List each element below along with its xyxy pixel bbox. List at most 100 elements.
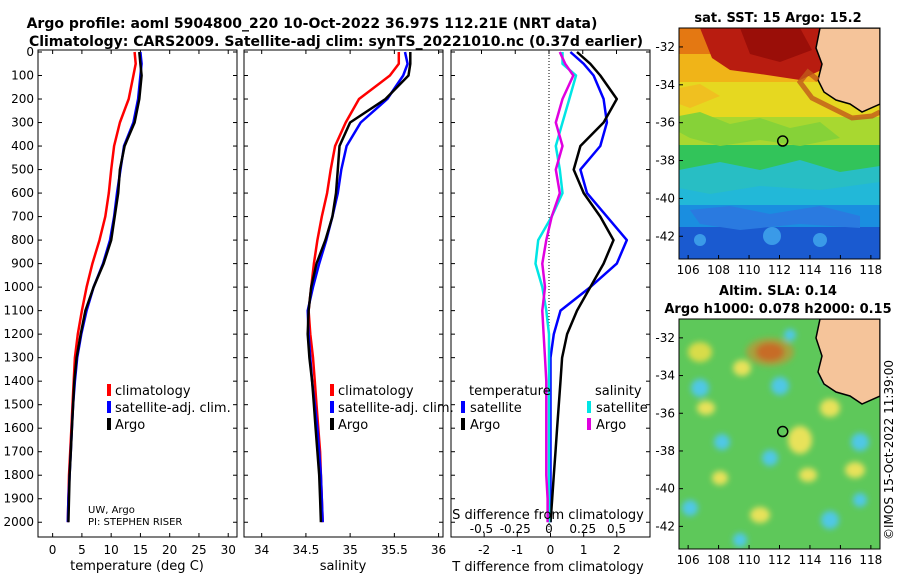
lat-tick-label: -34 (655, 369, 675, 383)
x-tick-label: 20 (162, 543, 177, 557)
figure-title-line2: Climatology: CARS2009. Satellite-adj cli… (29, 34, 643, 50)
x-tick-label: 36 (431, 543, 446, 557)
legend-label: satellite (596, 401, 648, 416)
argo-position-marker (776, 425, 789, 438)
x-tick-label: 15 (133, 543, 148, 557)
depth-tick-label: 1600 (3, 421, 34, 435)
depth-tick-label: 1100 (3, 304, 34, 318)
series-line-climatology (307, 52, 401, 523)
x-tick-label: 34.5 (293, 543, 320, 557)
lon-tick-label: 110 (738, 263, 761, 277)
salinity-panel: 34 34.5 35 35.5 36 climatology satellite-adj. … (254, 50, 454, 557)
temperature-xlabel: temperature (deg C) (70, 559, 204, 574)
lat-tick-label: -36 (655, 406, 675, 420)
s-tick-label: 0.5 (607, 522, 626, 536)
series-line-t-argo (549, 51, 619, 523)
lat-tick-label: -38 (655, 444, 675, 458)
x-tick-label: 35.5 (381, 543, 408, 557)
legend-label: climatology (115, 384, 191, 399)
series-line-climatology (66, 51, 137, 523)
series-line-satellite-adj-clim- (66, 51, 143, 523)
s-tick-label: -0.5 (470, 522, 493, 536)
legend-label: Argo (470, 418, 500, 433)
lon-tick-label: 112 (768, 553, 791, 567)
depth-tick-label: 600 (11, 186, 34, 200)
sst-map-axes: 106 108 110 112 114 116 118 -32 -34 -36 -38 -40 -42 (655, 40, 882, 277)
salinity-xlabel: salinity (320, 559, 367, 574)
depth-tick-label: 900 (11, 257, 34, 271)
x-tick-label: 2 (613, 543, 621, 557)
legend-swatch (107, 418, 111, 430)
temperature-panel: 0 5 10 15 20 25 30 climatology satellite-adj. cl… (49, 50, 236, 557)
legend-label: satellite-adj. clim. (338, 401, 454, 416)
lat-tick-label: -42 (655, 519, 675, 533)
depth-tick-label: 700 (11, 210, 34, 224)
legend-swatch (461, 418, 465, 430)
series-line-argo (306, 52, 412, 523)
lon-tick-label: 114 (799, 553, 822, 567)
lon-tick-label: 116 (829, 553, 852, 567)
x-tick-label: -1 (511, 543, 523, 557)
x-tick-label: 0 (49, 543, 57, 557)
legend-label: Argo (115, 418, 145, 433)
depth-tick-label: 0 (26, 45, 34, 59)
depth-tick-label: 200 (11, 92, 34, 106)
legend-swatch (587, 418, 591, 430)
depth-tick-label: 1800 (3, 468, 34, 482)
lon-tick-label: 106 (677, 553, 700, 567)
lon-tick-label: 116 (829, 263, 852, 277)
x-tick-label: 10 (104, 543, 119, 557)
lon-tick-label: 118 (859, 263, 882, 277)
depth-tick-label: 800 (11, 233, 34, 247)
argo-position-marker (776, 135, 789, 147)
x-tick-label: 34 (254, 543, 269, 557)
credit-line1: UW, Argo (88, 505, 135, 516)
depth-tick-label: 500 (11, 163, 34, 177)
depth-tick-label: 1400 (3, 374, 34, 388)
depth-axis: 0 100 200 300 400 500 600 700 800 900 1000 1100 1200… (3, 45, 650, 529)
series-line-argo (67, 51, 143, 523)
series-line-t-satellite (549, 51, 629, 523)
lat-tick-label: -36 (655, 116, 675, 130)
x-tick-label: 5 (78, 543, 86, 557)
lon-tick-label: 114 (799, 263, 822, 277)
temperature-panel-frame (37, 49, 238, 538)
legend-swatch (330, 401, 334, 413)
lon-tick-label: 110 (738, 553, 761, 567)
lat-tick-label: -34 (655, 78, 675, 92)
depth-tick-label: 400 (11, 139, 34, 153)
series-line-s-satellite (534, 52, 578, 523)
series-line-s-argo (541, 51, 575, 523)
lon-tick-label: 118 (859, 553, 882, 567)
series-line-satellite-adj-clim- (306, 51, 409, 523)
lat-tick-label: -40 (655, 482, 675, 496)
legend-swatch (330, 418, 334, 430)
depth-tick-label: 1000 (3, 280, 34, 294)
sst-map-title: sat. SST: 15 Argo: 15.2 (694, 11, 861, 26)
depth-tick-label: 1900 (3, 492, 34, 506)
lat-tick-label: -40 (655, 191, 675, 205)
legend-swatch (107, 401, 111, 413)
lat-tick-label: -38 (655, 154, 675, 168)
legend-swatch (107, 384, 111, 396)
s-tick-label: 0.25 (569, 522, 596, 536)
legend-label: satellite (470, 401, 522, 416)
t-difference-xlabel: T difference from climatology (451, 560, 644, 575)
x-tick-label: 35 (342, 543, 357, 557)
legend-swatch (461, 401, 465, 413)
x-tick-label: 1 (580, 543, 588, 557)
lon-tick-label: 108 (707, 263, 730, 277)
lat-tick-label: -32 (655, 331, 675, 345)
legend-label: Argo (596, 418, 626, 433)
imos-watermark: ©IMOS 15-Oct-2022 11:39:00 (882, 360, 896, 540)
s-tick-label: 0 (545, 522, 553, 536)
depth-tick-label: 1300 (3, 351, 34, 365)
legend-salinity-title: salinity (595, 384, 642, 399)
s-tick-label: -0.25 (500, 522, 531, 536)
legend-swatch (587, 401, 591, 413)
depth-tick-label: 2000 (3, 515, 34, 529)
sst-map-image (679, 28, 880, 259)
legend-label: Argo (338, 418, 368, 433)
lon-tick-label: 106 (677, 263, 700, 277)
